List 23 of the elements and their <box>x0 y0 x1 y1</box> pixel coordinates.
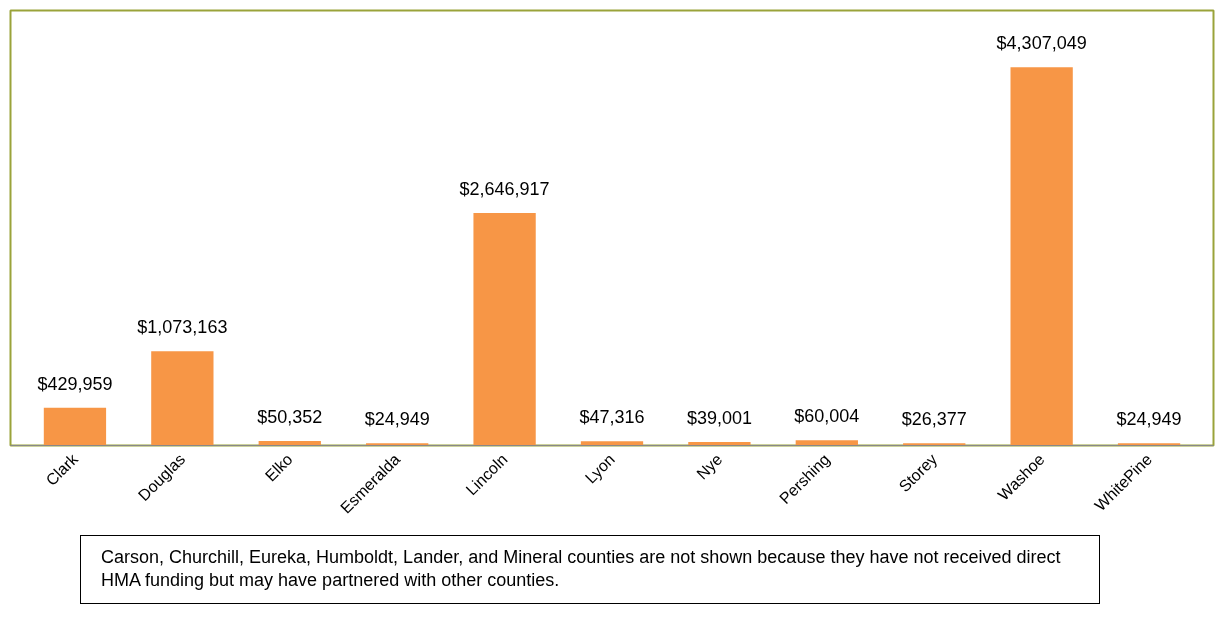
data-label: $24,949 <box>364 409 430 430</box>
bar <box>580 441 644 446</box>
data-label: $24,949 <box>1116 409 1182 430</box>
text: Carson, Churchill, Eureka, Humboldt, Lander, and Mineral counties are not shown because they have not received direct HMA funding but may have partnered with other counties. <box>101 546 1062 593</box>
bar <box>1010 67 1073 446</box>
data-label: $1,073,163 <box>137 317 228 338</box>
data-label: $4,307,049 <box>996 33 1087 54</box>
data-label: $26,377 <box>901 409 967 430</box>
data-label: $39,001 <box>686 408 752 429</box>
data-label: $429,959 <box>37 373 113 394</box>
data-label: $60,004 <box>794 406 860 427</box>
bar <box>151 351 214 446</box>
bar <box>366 443 429 446</box>
data-label: $47,316 <box>579 407 645 428</box>
x-tick-label: Nye <box>693 450 726 483</box>
bar <box>258 441 321 446</box>
data-label: $2,646,917 <box>459 179 550 200</box>
bar <box>473 213 536 446</box>
bar <box>1117 443 1181 446</box>
bar <box>795 440 858 446</box>
x-tick-label: Elko <box>261 450 296 485</box>
data-label: $50,352 <box>257 407 323 428</box>
bar <box>43 407 107 446</box>
